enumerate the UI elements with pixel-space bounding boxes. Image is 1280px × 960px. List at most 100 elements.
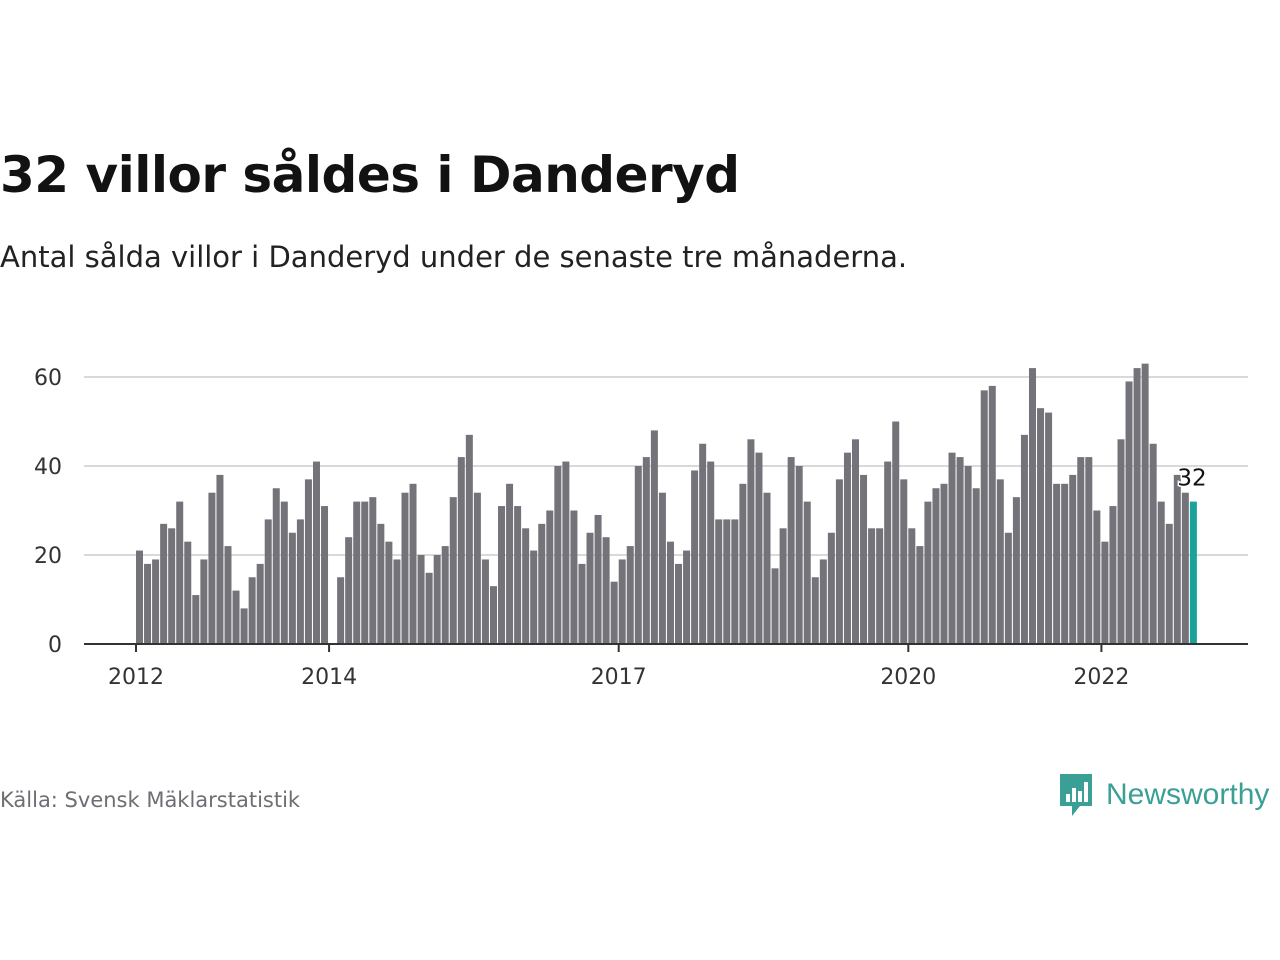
bar <box>634 466 642 644</box>
bar <box>771 568 779 644</box>
bar-latest <box>1189 501 1197 644</box>
bar <box>1012 497 1020 644</box>
bar <box>972 488 980 644</box>
bar <box>562 461 570 644</box>
bar <box>860 474 868 644</box>
bar <box>650 430 658 644</box>
chart-title: 32 villor såldes i Danderyd <box>0 146 740 204</box>
bar <box>369 497 377 644</box>
bar <box>184 541 192 644</box>
bar <box>144 563 152 644</box>
bar <box>506 483 514 644</box>
y-tick-label: 60 <box>34 366 62 391</box>
bar <box>570 510 578 644</box>
bar <box>457 457 465 644</box>
bar <box>176 501 184 644</box>
bar <box>691 470 699 644</box>
bar <box>288 532 296 644</box>
bar <box>666 541 674 644</box>
bar <box>160 523 168 644</box>
bar <box>304 479 312 644</box>
bar <box>843 452 851 644</box>
bar <box>731 519 739 644</box>
bar <box>699 443 707 644</box>
bar <box>1053 483 1061 644</box>
bar <box>908 528 916 644</box>
bar <box>498 506 506 644</box>
bar <box>980 390 988 644</box>
bar <box>489 586 497 644</box>
bar <box>602 537 610 644</box>
bar <box>948 452 956 644</box>
bar <box>353 501 361 644</box>
y-tick-label: 40 <box>34 455 62 480</box>
bar <box>675 563 683 644</box>
source-note: Källa: Svensk Mäklarstatistik <box>0 788 301 812</box>
bar <box>401 492 409 644</box>
bar <box>1165 523 1173 644</box>
bar <box>1028 368 1036 644</box>
bar <box>208 492 216 644</box>
bar <box>1093 510 1101 644</box>
bar <box>803 501 811 644</box>
bar <box>514 506 522 644</box>
bar <box>232 590 240 644</box>
bar <box>956 457 964 644</box>
bar <box>940 483 948 644</box>
bar <box>417 555 425 644</box>
bar <box>546 510 554 644</box>
bar <box>168 528 176 644</box>
bar <box>296 519 304 644</box>
bar <box>787 457 795 644</box>
bar <box>586 532 594 644</box>
bar <box>658 492 666 644</box>
bar <box>779 528 787 644</box>
bar <box>835 479 843 644</box>
axes: 0 20 40 60 2012 2014 2017 2020 2022 <box>34 366 1248 690</box>
bar <box>1141 363 1149 644</box>
bar <box>715 519 723 644</box>
bar <box>248 577 256 644</box>
bar <box>819 559 827 644</box>
bar <box>1173 474 1181 644</box>
bars <box>136 363 1197 644</box>
bar <box>522 528 530 644</box>
bar <box>1045 412 1053 644</box>
bar <box>554 466 562 644</box>
bar <box>361 501 369 644</box>
bar <box>683 550 691 644</box>
bar <box>988 385 996 644</box>
bar <box>473 492 481 644</box>
bar <box>739 483 747 644</box>
bar <box>1004 532 1012 644</box>
bar <box>538 523 546 644</box>
bar <box>433 555 441 644</box>
newsworthy-logo-text: Newsworthy <box>1106 778 1270 811</box>
bar <box>256 563 264 644</box>
x-tick-label: 2020 <box>880 665 936 690</box>
bar <box>240 608 248 644</box>
bar <box>868 528 876 644</box>
bar <box>345 537 353 644</box>
bar <box>1101 541 1109 644</box>
bar <box>610 581 618 644</box>
x-tick-label: 2017 <box>591 665 647 690</box>
bar <box>900 479 908 644</box>
bar <box>755 452 763 644</box>
newsworthy-logo-icon <box>1060 774 1092 816</box>
bar <box>1117 439 1125 644</box>
bar <box>795 466 803 644</box>
bar <box>377 523 385 644</box>
bar <box>192 595 200 644</box>
bar <box>1037 408 1045 644</box>
x-tick-label: 2022 <box>1073 665 1129 690</box>
bar <box>425 572 433 644</box>
bar <box>964 466 972 644</box>
bar <box>884 461 892 644</box>
bar <box>385 541 393 644</box>
bar <box>1077 457 1085 644</box>
bar <box>393 559 401 644</box>
bar <box>1020 434 1028 644</box>
bar <box>337 577 345 644</box>
bar <box>1069 474 1077 644</box>
